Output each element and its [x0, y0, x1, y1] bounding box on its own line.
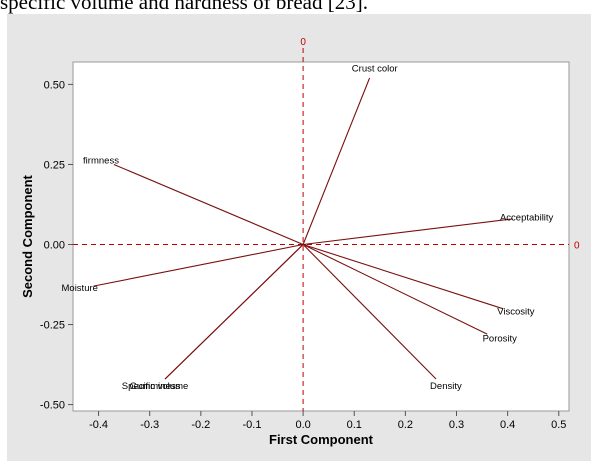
x-tick-label: -0.2 [191, 419, 210, 431]
y-tick-label: -0.25 [40, 320, 65, 332]
horizontal-reference-label: 0 [574, 241, 580, 252]
y-tick-label: 0.50 [44, 79, 65, 91]
x-tick-label: -0.4 [89, 419, 108, 431]
loading-vector [303, 218, 513, 246]
vector-label: Porosity [483, 334, 518, 345]
loading-vector [93, 243, 304, 287]
loading-vector [164, 244, 304, 380]
x-tick-label: 0.4 [500, 419, 515, 431]
plot-area [72, 61, 570, 412]
y-axis-title: Second Component [20, 174, 35, 297]
x-tick-label: 0.1 [347, 419, 362, 431]
x-tick-label: 0.0 [295, 419, 310, 431]
x-tick-label: 0.2 [398, 419, 413, 431]
x-tick-label: -0.3 [140, 419, 159, 431]
vector-label: Viscosity [497, 307, 535, 318]
loading-vector [302, 243, 503, 310]
vertical-reference-label: 0 [300, 37, 306, 48]
loading-vector [302, 77, 371, 245]
y-tick-label: 0.00 [44, 240, 65, 252]
document-caption: specific volume and hardness of bread [2… [0, 0, 368, 14]
vector-label: Density [430, 381, 462, 392]
x-tick-label: -0.1 [242, 419, 261, 431]
vector-label: Acceptability [500, 213, 554, 224]
vector-label: Specific volume [122, 381, 189, 392]
loading-vector [113, 163, 304, 246]
loading-plot-frame: -0.4 -0.3 -0.2 -0.1 0.0 0.1 0.2 0.3 0.4 0.5 0.50 0.… [7, 14, 591, 461]
vector-label: Crust color [352, 64, 398, 75]
vector-label: Gumminess [130, 381, 181, 392]
x-axis-title: First Component [269, 432, 374, 447]
x-tick-label: 0.3 [449, 419, 464, 431]
y-tick-label: -0.50 [40, 400, 65, 412]
loading-vector [302, 244, 488, 335]
loading-plot: -0.4 -0.3 -0.2 -0.1 0.0 0.1 0.2 0.3 0.4 0.5 0.50 0.… [20, 37, 580, 447]
loading-vector [302, 244, 437, 380]
y-tick-label: 0.25 [44, 159, 65, 171]
vector-label: firmness [83, 156, 119, 167]
vector-label: Moisture [62, 283, 98, 294]
x-tick-label: 0.5 [551, 419, 566, 431]
